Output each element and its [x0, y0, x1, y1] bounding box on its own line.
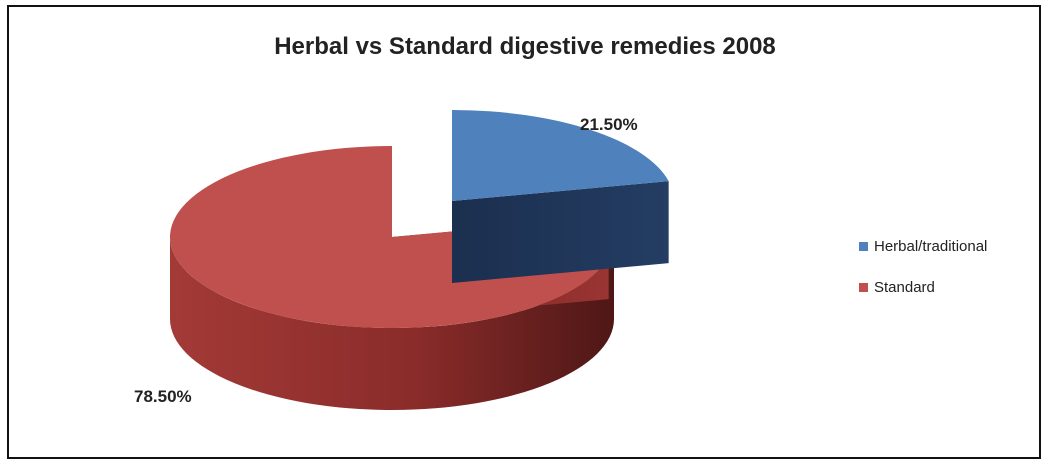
- legend-swatch-standard: [859, 282, 868, 292]
- pie-slice-herbal-cut-face-end: [452, 181, 669, 283]
- pie-slice-standard: [169, 146, 614, 328]
- legend-item-herbal: Herbal/traditional: [859, 236, 987, 256]
- data-label-standard: 78.50%: [134, 387, 192, 406]
- legend-swatch-herbal: [859, 241, 868, 251]
- legend-label-standard: Standard: [874, 278, 935, 296]
- legend-item-standard: Standard: [859, 277, 987, 297]
- pie-slice-standard-side: [170, 237, 614, 410]
- pie-slice-herbal: [452, 110, 669, 201]
- chart-title: Herbal vs Standard digestive remedies 20…: [274, 33, 776, 60]
- legend: Herbal/traditional Standard: [859, 236, 987, 318]
- data-label-herbal: 21.50%: [580, 115, 638, 134]
- legend-label-herbal: Herbal/traditional: [874, 237, 988, 255]
